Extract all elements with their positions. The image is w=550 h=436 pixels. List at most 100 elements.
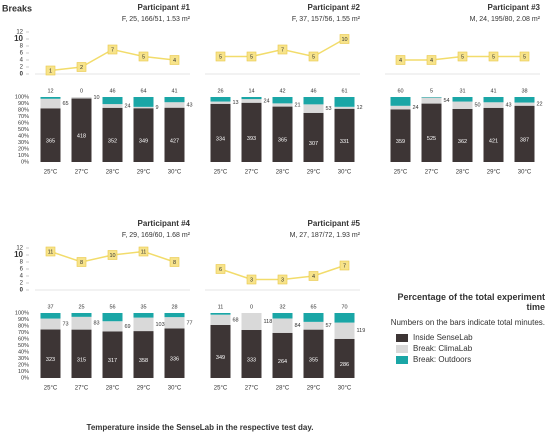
breaks-value: 10 [109,253,115,259]
breaks-tick-label: 12 [16,30,23,36]
bar-value: 65 [310,304,316,310]
breaks-marker [169,55,180,65]
bar-value: 103 [156,322,165,328]
breaks-marker [76,62,87,72]
bar-value: 57 [326,323,332,329]
breaks-value: 4 [399,58,402,64]
breaks-marker [246,274,257,285]
x-tick-label: 29°C [487,170,501,176]
panel-title: Participant #3 [488,3,541,12]
x-tick-label: 25°C [44,170,58,176]
bar-segment [102,107,123,162]
bar-segment [452,97,473,102]
breaks-tick-label: 8 [20,44,24,50]
bar-segment [334,313,355,323]
bar-value: 358 [139,358,148,364]
share-tick-label: 40% [18,349,29,355]
bar-segment [303,321,324,330]
bar-segment [133,106,154,109]
breaks-value: 4 [173,58,176,64]
bar-segment [390,97,411,106]
bar-segment [303,329,324,378]
panel-title: Participant #1 [138,3,191,12]
bar-value: 24 [413,105,419,111]
bar-segment [303,313,324,322]
breaks-value: 3 [250,277,253,283]
bar-value: 286 [340,362,349,368]
x-tick-label: 27°C [75,170,89,176]
breaks-marker [339,34,350,44]
x-tick-label: 25°C [44,386,58,392]
bar-value: 418 [77,134,86,140]
share-tick-label: 50% [18,343,29,349]
bar-segment [334,108,355,162]
x-axis-label: Temperature inside the SenseLab in the r… [87,423,314,432]
bar-segment [390,105,411,110]
x-tick-label: 25°C [394,170,408,176]
panel-title: Participant #2 [308,3,361,12]
share-tick-label: 30% [18,140,29,146]
bar-segment [210,97,231,102]
bar-value: 46 [310,88,316,94]
bar-value: 69 [125,324,131,330]
bar-segment [241,102,262,162]
breaks-marker [277,44,288,55]
breaks-value: 5 [461,54,464,60]
bar-value: 64 [140,88,146,94]
share-tick-label: 10% [18,153,29,159]
breaks-marker [107,44,118,55]
bar-segment [334,338,355,378]
bar-segment [102,331,123,378]
bar-value: 336 [170,357,179,363]
legend-label: Inside SenseLab [413,333,473,342]
bar-segment [133,317,154,332]
bar-value: 393 [247,136,256,142]
bar-segment [40,97,61,99]
legend: Percentage of the total experiment time … [390,292,545,366]
bar-value: 362 [458,139,467,145]
share-tick-label: 0% [21,375,29,381]
breaks-tick-label: 2 [20,65,24,71]
bar-value: 42 [279,88,285,94]
bar-segment [164,313,185,318]
breaks-tick-label: 4 [20,274,24,280]
breaks-marker [426,55,437,65]
breaks-tick-label: 10 [14,250,23,259]
panel-subtitle: F, 29, 169/60, 1.68 m² [122,232,191,239]
breaks-value: 5 [219,54,222,60]
bar-value: 56 [109,304,115,310]
bar-segment [241,97,262,100]
share-tick-label: 60% [18,120,29,126]
bar-value: 43 [506,102,512,108]
breaks-marker [107,250,118,260]
bar-value: 5 [430,88,433,94]
bar-segment [241,313,262,331]
bar-value: 61 [341,88,347,94]
bar-value: 43 [187,102,193,108]
breaks-marker [395,55,406,65]
bar-value: 349 [216,355,225,361]
share-tick-label: 50% [18,127,29,133]
x-tick-label: 30°C [168,386,182,392]
bar-segment [71,97,92,99]
breaks-value: 4 [312,274,315,280]
x-tick-label: 30°C [168,170,182,176]
bar-segment [514,105,535,162]
breaks-value: 3 [281,277,284,283]
breaks-marker [519,51,530,62]
bar-value: 334 [216,136,225,142]
bar-value: 349 [139,139,148,145]
x-tick-label: 29°C [307,386,321,392]
legend-label: Break: Outdoors [413,355,472,364]
breaks-marker [169,257,180,267]
bar-value: 119 [357,328,366,334]
share-tick-label: 60% [18,336,29,342]
breaks-tick-label: 12 [16,246,23,252]
bar-segment [334,97,355,107]
breaks-marker [76,257,87,267]
legend-title: Percentage of the total experiment time [397,292,545,312]
bar-value: 525 [427,136,436,142]
breaks-value: 11 [141,249,147,255]
